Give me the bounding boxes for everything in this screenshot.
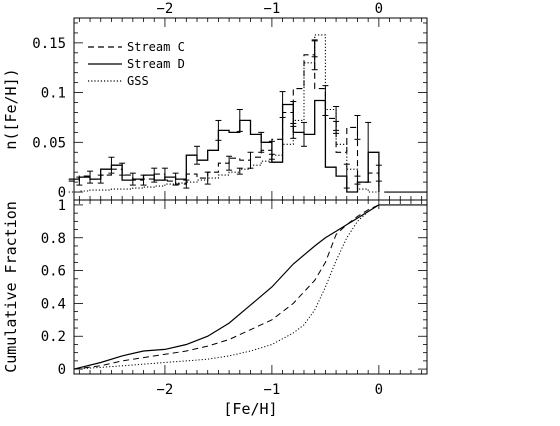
legend-label-stream-c: Stream C — [127, 40, 185, 54]
y-tick-label: 0.4 — [41, 296, 66, 312]
y-tick-label: 0.15 — [32, 36, 66, 52]
x-tick-label: −2 — [156, 382, 173, 398]
top-x-tick-label: −1 — [263, 1, 280, 17]
y-tick-label: 0.2 — [41, 329, 66, 345]
legend-label-gss: GSS — [127, 74, 149, 88]
y-tick-label: 0 — [58, 362, 66, 378]
x-axis-label: [Fe/H] — [223, 400, 277, 418]
y-tick-label: 0.6 — [41, 264, 66, 280]
y-tick-label: 0.05 — [32, 135, 66, 151]
cumulative-curve-stream-d — [73, 204, 380, 370]
y-tick-label: 1 — [58, 198, 66, 214]
y-tick-label: 0.8 — [41, 231, 66, 247]
histogram-stream-d — [68, 99, 380, 193]
legend-label-stream-d: Stream D — [127, 57, 185, 71]
y-tick-label: 0.1 — [41, 86, 66, 102]
top-x-tick-label: 0 — [375, 1, 383, 17]
y-axis-label-top: n([Fe/H]) — [2, 68, 20, 149]
y-axis-label-bottom: Cumulative Fraction — [2, 201, 20, 373]
x-tick-label: −1 — [263, 382, 280, 398]
x-tick-label: 0 — [375, 382, 383, 398]
top-x-tick-label: −2 — [156, 1, 173, 17]
y-tick-label: 0 — [58, 185, 66, 201]
